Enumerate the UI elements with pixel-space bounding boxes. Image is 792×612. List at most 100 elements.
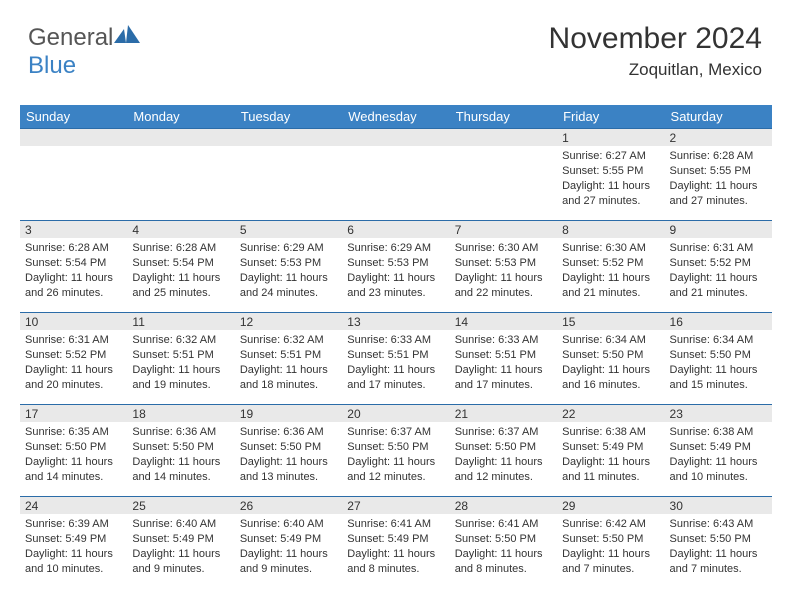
daylight-text: Daylight: 11 hours and 17 minutes.: [347, 363, 444, 393]
daylight-text: Daylight: 11 hours and 21 minutes.: [670, 271, 767, 301]
calendar-day-cell: 28Sunrise: 6:41 AMSunset: 5:50 PMDayligh…: [450, 496, 557, 588]
day-number: 14: [450, 312, 557, 330]
day-details: Sunrise: 6:43 AMSunset: 5:50 PMDaylight:…: [665, 514, 772, 584]
sunrise-text: Sunrise: 6:33 AM: [347, 333, 444, 348]
calendar-day-cell: 3Sunrise: 6:28 AMSunset: 5:54 PMDaylight…: [20, 220, 127, 312]
day-number: 6: [342, 220, 449, 238]
day-details: Sunrise: 6:35 AMSunset: 5:50 PMDaylight:…: [20, 422, 127, 492]
day-details: Sunrise: 6:32 AMSunset: 5:51 PMDaylight:…: [235, 330, 342, 400]
calendar-day-cell: 6Sunrise: 6:29 AMSunset: 5:53 PMDaylight…: [342, 220, 449, 312]
day-number: 4: [127, 220, 234, 238]
calendar-day-cell: 22Sunrise: 6:38 AMSunset: 5:49 PMDayligh…: [557, 404, 664, 496]
calendar-day-cell: 12Sunrise: 6:32 AMSunset: 5:51 PMDayligh…: [235, 312, 342, 404]
sunset-text: Sunset: 5:49 PM: [132, 532, 229, 547]
sunset-text: Sunset: 5:53 PM: [347, 256, 444, 271]
sunset-text: Sunset: 5:50 PM: [25, 440, 122, 455]
sunset-text: Sunset: 5:49 PM: [25, 532, 122, 547]
sunset-text: Sunset: 5:49 PM: [240, 532, 337, 547]
day-details: Sunrise: 6:36 AMSunset: 5:50 PMDaylight:…: [235, 422, 342, 492]
sunrise-text: Sunrise: 6:34 AM: [670, 333, 767, 348]
weekday-header: Thursday: [450, 105, 557, 128]
day-details: Sunrise: 6:27 AMSunset: 5:55 PMDaylight:…: [557, 146, 664, 216]
sunrise-text: Sunrise: 6:32 AM: [132, 333, 229, 348]
calendar-day-cell: 19Sunrise: 6:36 AMSunset: 5:50 PMDayligh…: [235, 404, 342, 496]
calendar-day-cell: 13Sunrise: 6:33 AMSunset: 5:51 PMDayligh…: [342, 312, 449, 404]
daylight-text: Daylight: 11 hours and 16 minutes.: [562, 363, 659, 393]
day-number: 3: [20, 220, 127, 238]
sunset-text: Sunset: 5:53 PM: [455, 256, 552, 271]
sunrise-text: Sunrise: 6:37 AM: [455, 425, 552, 440]
day-number-empty: [450, 128, 557, 146]
daylight-text: Daylight: 11 hours and 12 minutes.: [455, 455, 552, 485]
weekday-header: Friday: [557, 105, 664, 128]
sunset-text: Sunset: 5:55 PM: [562, 164, 659, 179]
weekday-header: Monday: [127, 105, 234, 128]
sunset-text: Sunset: 5:50 PM: [132, 440, 229, 455]
day-details: Sunrise: 6:33 AMSunset: 5:51 PMDaylight:…: [342, 330, 449, 400]
sunset-text: Sunset: 5:52 PM: [670, 256, 767, 271]
day-details: Sunrise: 6:31 AMSunset: 5:52 PMDaylight:…: [20, 330, 127, 400]
day-details: Sunrise: 6:42 AMSunset: 5:50 PMDaylight:…: [557, 514, 664, 584]
sunrise-text: Sunrise: 6:30 AM: [455, 241, 552, 256]
logo-triangle2-icon: [126, 25, 140, 43]
day-number: 30: [665, 496, 772, 514]
day-number: 27: [342, 496, 449, 514]
calendar-week-row: 24Sunrise: 6:39 AMSunset: 5:49 PMDayligh…: [20, 496, 772, 588]
daylight-text: Daylight: 11 hours and 24 minutes.: [240, 271, 337, 301]
daylight-text: Daylight: 11 hours and 7 minutes.: [670, 547, 767, 577]
sunset-text: Sunset: 5:50 PM: [670, 532, 767, 547]
day-number: 28: [450, 496, 557, 514]
day-number: 26: [235, 496, 342, 514]
sunset-text: Sunset: 5:52 PM: [25, 348, 122, 363]
calendar-day-cell: 14Sunrise: 6:33 AMSunset: 5:51 PMDayligh…: [450, 312, 557, 404]
weekday-header: Wednesday: [342, 105, 449, 128]
sunset-text: Sunset: 5:55 PM: [670, 164, 767, 179]
sunrise-text: Sunrise: 6:36 AM: [240, 425, 337, 440]
sunset-text: Sunset: 5:51 PM: [132, 348, 229, 363]
day-details: Sunrise: 6:40 AMSunset: 5:49 PMDaylight:…: [127, 514, 234, 584]
sunrise-text: Sunrise: 6:29 AM: [240, 241, 337, 256]
sunset-text: Sunset: 5:51 PM: [240, 348, 337, 363]
daylight-text: Daylight: 11 hours and 10 minutes.: [670, 455, 767, 485]
calendar-day-cell: 15Sunrise: 6:34 AMSunset: 5:50 PMDayligh…: [557, 312, 664, 404]
sunset-text: Sunset: 5:50 PM: [240, 440, 337, 455]
title-block: November 2024 Zoquitlan, Mexico: [549, 22, 762, 80]
calendar-day-cell: 17Sunrise: 6:35 AMSunset: 5:50 PMDayligh…: [20, 404, 127, 496]
sunrise-text: Sunrise: 6:35 AM: [25, 425, 122, 440]
day-number: 20: [342, 404, 449, 422]
daylight-text: Daylight: 11 hours and 20 minutes.: [25, 363, 122, 393]
day-number: 24: [20, 496, 127, 514]
day-number: 17: [20, 404, 127, 422]
day-details: Sunrise: 6:29 AMSunset: 5:53 PMDaylight:…: [342, 238, 449, 308]
calendar-day-cell: 7Sunrise: 6:30 AMSunset: 5:53 PMDaylight…: [450, 220, 557, 312]
day-details: Sunrise: 6:34 AMSunset: 5:50 PMDaylight:…: [665, 330, 772, 400]
calendar-day-cell: 24Sunrise: 6:39 AMSunset: 5:49 PMDayligh…: [20, 496, 127, 588]
day-number-empty: [235, 128, 342, 146]
day-number-empty: [20, 128, 127, 146]
day-details: Sunrise: 6:37 AMSunset: 5:50 PMDaylight:…: [342, 422, 449, 492]
day-number-empty: [342, 128, 449, 146]
sunset-text: Sunset: 5:50 PM: [562, 348, 659, 363]
day-details: Sunrise: 6:28 AMSunset: 5:55 PMDaylight:…: [665, 146, 772, 216]
day-details: Sunrise: 6:41 AMSunset: 5:49 PMDaylight:…: [342, 514, 449, 584]
day-details: Sunrise: 6:30 AMSunset: 5:52 PMDaylight:…: [557, 238, 664, 308]
sunrise-text: Sunrise: 6:37 AM: [347, 425, 444, 440]
weekday-header: Sunday: [20, 105, 127, 128]
sunset-text: Sunset: 5:50 PM: [670, 348, 767, 363]
day-details: Sunrise: 6:41 AMSunset: 5:50 PMDaylight:…: [450, 514, 557, 584]
daylight-text: Daylight: 11 hours and 14 minutes.: [25, 455, 122, 485]
logo-text-gray: General: [28, 24, 113, 51]
day-number: 15: [557, 312, 664, 330]
calendar-day-cell: 4Sunrise: 6:28 AMSunset: 5:54 PMDaylight…: [127, 220, 234, 312]
calendar-day-cell: [235, 128, 342, 220]
calendar-day-cell: 30Sunrise: 6:43 AMSunset: 5:50 PMDayligh…: [665, 496, 772, 588]
sunrise-text: Sunrise: 6:33 AM: [455, 333, 552, 348]
calendar-day-cell: 10Sunrise: 6:31 AMSunset: 5:52 PMDayligh…: [20, 312, 127, 404]
daylight-text: Daylight: 11 hours and 8 minutes.: [455, 547, 552, 577]
day-details: Sunrise: 6:34 AMSunset: 5:50 PMDaylight:…: [557, 330, 664, 400]
daylight-text: Daylight: 11 hours and 10 minutes.: [25, 547, 122, 577]
day-details: Sunrise: 6:32 AMSunset: 5:51 PMDaylight:…: [127, 330, 234, 400]
calendar-day-cell: 23Sunrise: 6:38 AMSunset: 5:49 PMDayligh…: [665, 404, 772, 496]
daylight-text: Daylight: 11 hours and 11 minutes.: [562, 455, 659, 485]
daylight-text: Daylight: 11 hours and 14 minutes.: [132, 455, 229, 485]
